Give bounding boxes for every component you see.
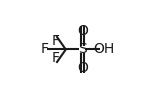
Text: O: O [77,61,88,75]
Text: F: F [51,34,59,48]
Text: S: S [78,43,87,56]
Text: O: O [77,24,88,38]
Text: F: F [51,51,59,65]
Text: OH: OH [93,43,114,56]
Text: F: F [41,43,49,56]
